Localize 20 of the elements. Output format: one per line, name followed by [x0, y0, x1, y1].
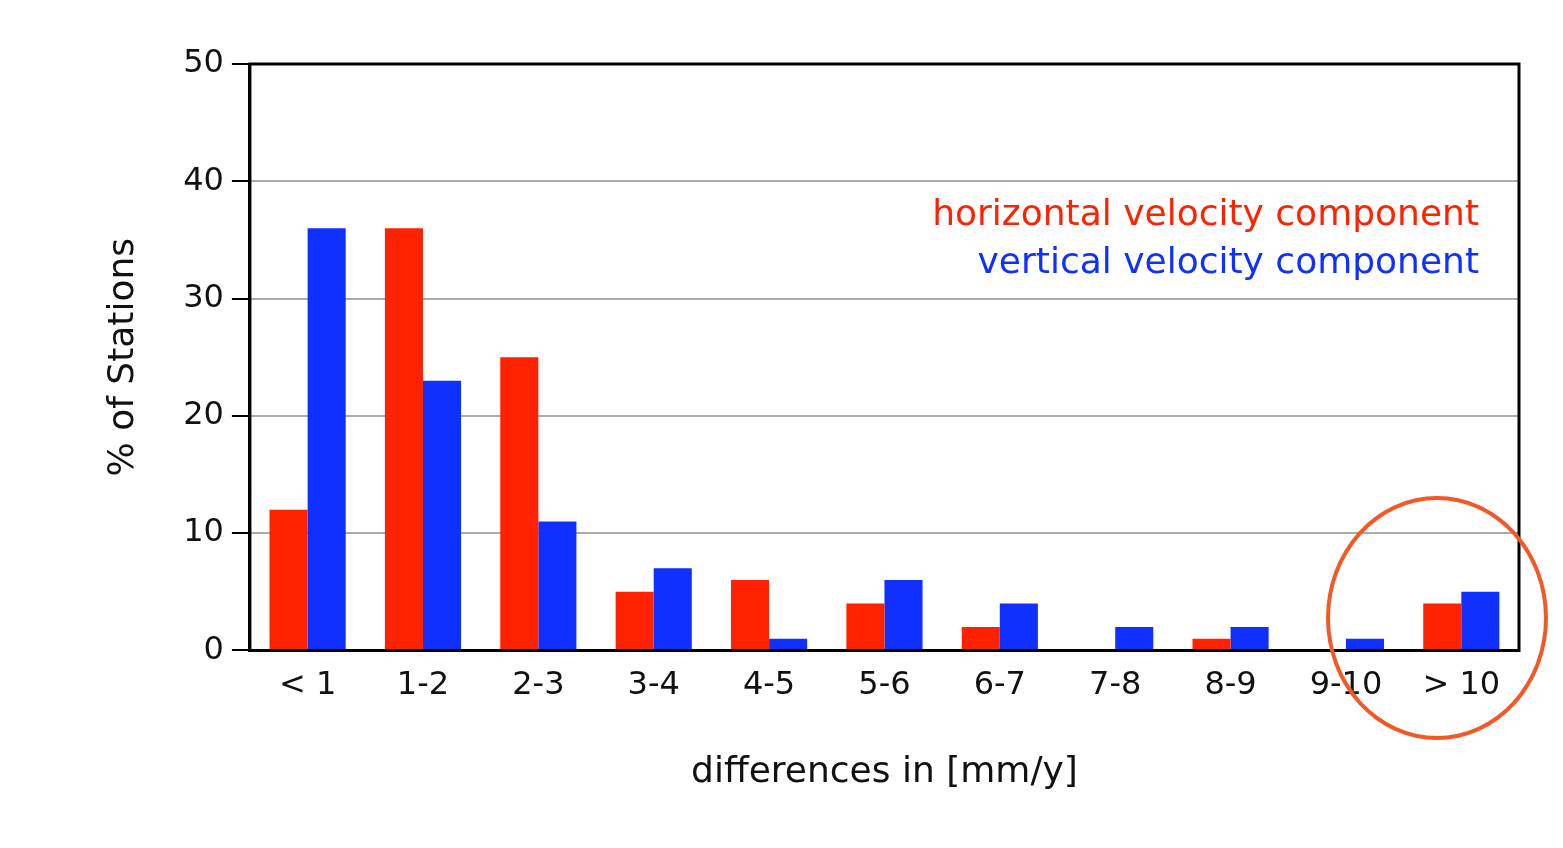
- x-tick-label: 7-8: [1089, 663, 1142, 702]
- x-axis-title: differences in [mm/y]: [691, 748, 1078, 790]
- x-tick-label: 6-7: [973, 663, 1026, 702]
- y-tick-label: 10: [183, 511, 224, 550]
- y-tick-label: 0: [203, 628, 224, 667]
- x-tick-label: 4-5: [742, 663, 796, 702]
- y-tick-label: 30: [183, 276, 224, 315]
- x-tick-label: 2-3: [512, 663, 565, 702]
- y-tick-label: 50: [183, 42, 224, 81]
- x-tick-label: 1-2: [396, 663, 450, 702]
- x-tick-label: < 1: [278, 663, 337, 702]
- y-tick-label: 20: [183, 394, 224, 433]
- x-tick-label: > 10: [1422, 663, 1501, 702]
- x-tick-label: 8-9: [1204, 663, 1257, 702]
- x-tick-label: 3-4: [627, 663, 680, 702]
- y-axis-title: % of Stations: [99, 237, 141, 477]
- x-tick-label: 5-6: [858, 663, 911, 702]
- text: horizontal velocity component: [932, 192, 1479, 234]
- text: vertical velocity component: [977, 240, 1479, 282]
- y-tick-label: 40: [183, 159, 224, 198]
